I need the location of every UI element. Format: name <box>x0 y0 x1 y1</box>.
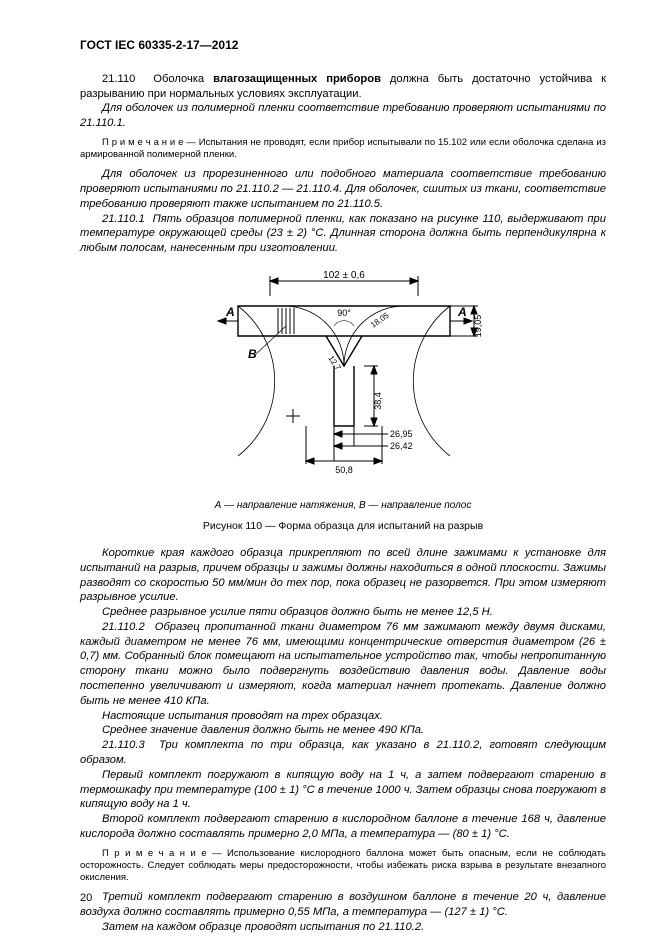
page-number: 20 <box>80 891 92 906</box>
dim-angle: 90° <box>337 308 351 318</box>
dim-diag2: 12,7 <box>326 354 343 372</box>
para-short-edges: Короткие края каждого образца прикрепляю… <box>80 546 606 605</box>
dim-top: 102 ± 0,6 <box>323 270 365 281</box>
para-third-set: Третий комплект подвергают старению в во… <box>80 890 606 920</box>
label-a-right: A <box>457 305 467 319</box>
para-avg-pressure: Среднее значение давления должно быть не… <box>80 723 606 738</box>
note-1: П р и м е ч а н и е — Испытания не прово… <box>80 137 606 161</box>
para-first-set: Первый комплект погружают в кипящую воду… <box>80 768 606 812</box>
dim-v: 38,4 <box>373 392 383 410</box>
para-second-set: Второй комплект подвергают старению в ки… <box>80 812 606 842</box>
para-avg-force: Среднее разрывное усилие пяти образцов д… <box>80 605 606 620</box>
doc-header: ГОСТ IEC 60335-2-17—2012 <box>80 38 606 54</box>
bold-term: влагозащищенных приборов <box>213 73 381 85</box>
para-rubber: Для оболочек из прорезиненного или подоб… <box>80 167 606 211</box>
para-then-test: Затем на каждом образце проводят испытан… <box>80 920 606 935</box>
para-three-samples: Настоящие испытания проводят на трех обр… <box>80 709 606 724</box>
dim-b2: 26,42 <box>390 441 413 451</box>
para-21-110-1: 21.110.1 Пять образцов полимерной пленки… <box>80 212 606 256</box>
dim-bottom: 50,8 <box>335 465 353 475</box>
label-b: B <box>248 347 257 361</box>
para-21-110: 21.110 Оболочка влагозащищенных приборов… <box>80 72 606 102</box>
label-a-left: A <box>225 305 235 319</box>
figure-caption: А — направление натяжения, В — направлен… <box>80 499 606 512</box>
text: 21.110 Оболочка <box>102 73 213 85</box>
note-2: П р и м е ч а н и е — Использование кисл… <box>80 848 606 884</box>
figure-caption-text: А — направление натяжения, В — направлен… <box>215 500 472 511</box>
para-compliance: Для оболочек из полимерной пленки соотве… <box>80 101 606 131</box>
figure-title: Рисунок 110 — Форма образца для испытани… <box>80 520 606 534</box>
para-21-110-2: 21.110.2 Образец пропитанной ткани диаме… <box>80 620 606 709</box>
dim-diag1: 18,05 <box>369 310 391 329</box>
dim-right: 19,05 <box>473 315 483 338</box>
para-21-110-3: 21.110.3 Три комплекта по три образца, к… <box>80 738 606 768</box>
dim-b1: 26,95 <box>390 429 413 439</box>
specimen-diagram: 102 ± 0,6 90° A <box>178 266 508 491</box>
page: ГОСТ IEC 60335-2-17—2012 21.110 Оболочка… <box>0 0 661 936</box>
